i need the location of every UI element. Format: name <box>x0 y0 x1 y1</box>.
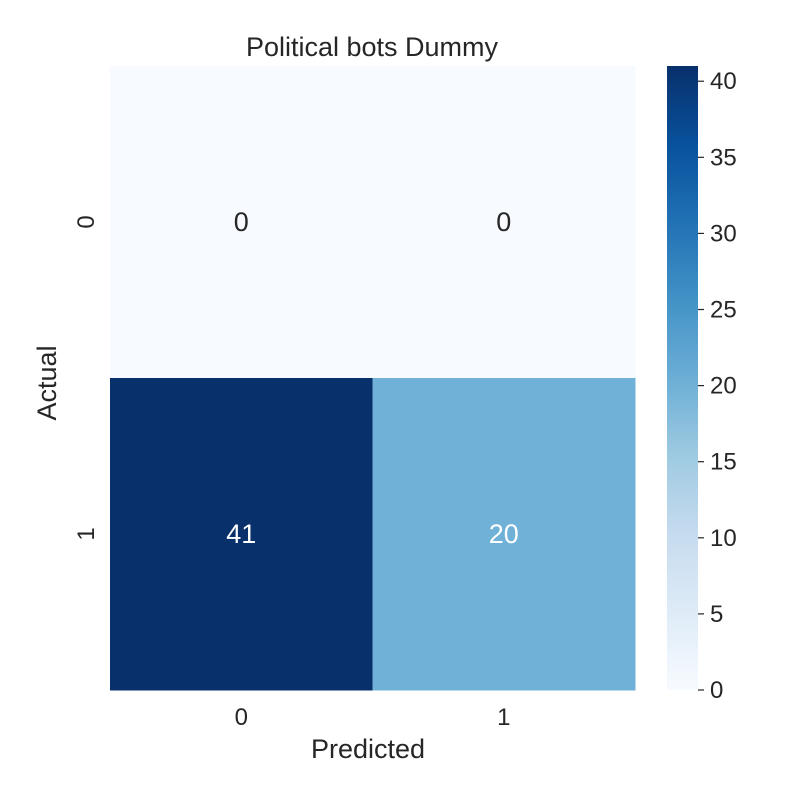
colorbar-tick-label: 10 <box>710 525 737 552</box>
x-tick-label: 0 <box>235 704 248 731</box>
cell-value-label: 0 <box>234 207 249 237</box>
heatmap-cell <box>110 66 373 379</box>
heatmap-cell <box>110 378 373 691</box>
colorbar-ticks: 0 5 10 15 20 25 30 35 40 <box>698 68 737 704</box>
heatmap-cell <box>372 378 636 691</box>
colorbar-tick-label: 0 <box>710 677 723 704</box>
cell-value-label: 41 <box>226 519 256 549</box>
y-tick-label: 1 <box>73 527 100 540</box>
chart-title: Political bots Dummy <box>246 32 499 62</box>
cell-value-label: 20 <box>489 519 519 549</box>
y-tick-label: 0 <box>73 215 100 228</box>
x-axis-label: Predicted <box>311 734 425 764</box>
x-tick-label: 1 <box>497 704 510 731</box>
heatmap-cell <box>372 66 636 379</box>
colorbar-tick-label: 5 <box>710 601 723 628</box>
y-axis-label: Actual <box>32 345 62 420</box>
y-tick-labels: 01 <box>73 215 100 540</box>
colorbar-tick-label: 30 <box>710 220 737 247</box>
heatmap-cells <box>110 66 636 691</box>
colorbar-tick-label: 15 <box>710 449 737 476</box>
colorbar <box>667 66 698 690</box>
colorbar-tick-label: 20 <box>710 373 737 400</box>
colorbar-tick-label: 40 <box>710 68 737 95</box>
colorbar-tick-label: 35 <box>710 144 737 171</box>
heatmap-cell-labels: 0 0 41 20 <box>226 207 519 549</box>
cell-value-label: 0 <box>496 207 511 237</box>
colorbar-tick-label: 25 <box>710 297 737 324</box>
